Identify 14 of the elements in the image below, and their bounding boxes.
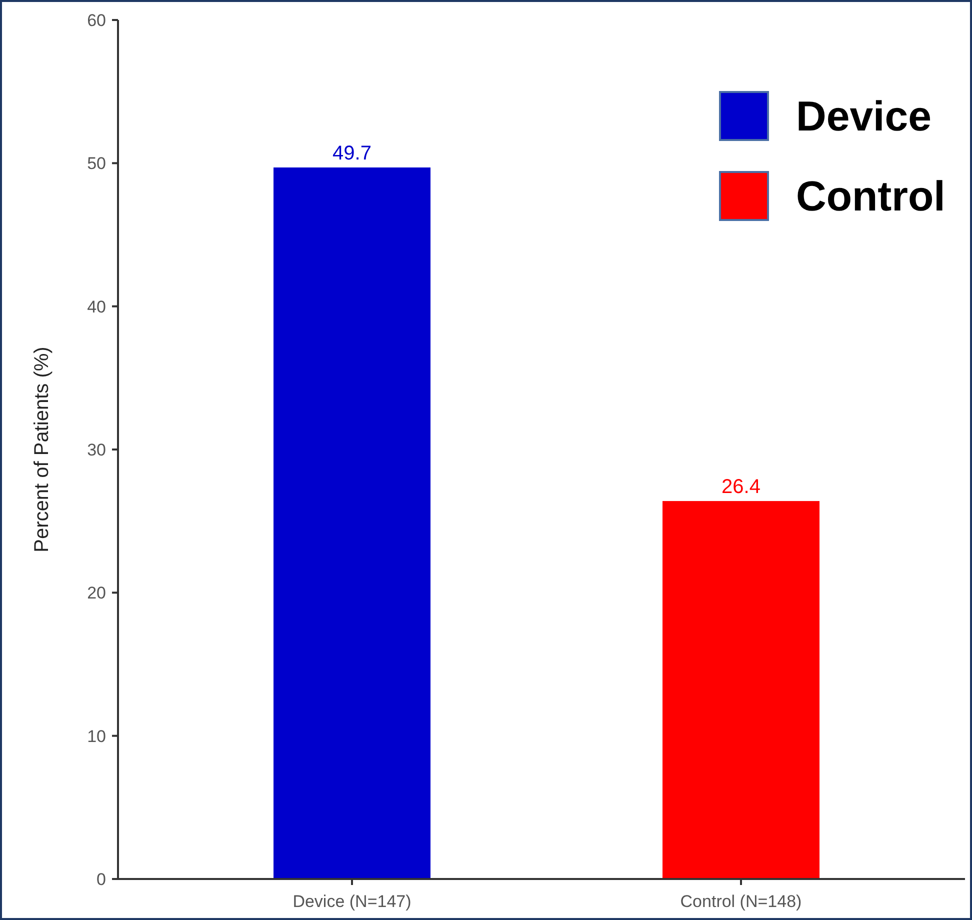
legend-label: Control: [796, 172, 946, 220]
y-tick-label: 60: [87, 10, 106, 30]
y-tick-label: 10: [87, 726, 106, 746]
x-tick-label: Device (N=147): [292, 892, 412, 911]
y-axis-title: Percent of Patients (%): [31, 346, 53, 552]
y-tick-label: 50: [87, 154, 106, 174]
y-tick-label: 40: [87, 297, 106, 316]
y-tick-label: 30: [87, 440, 106, 460]
y-tick-label: 20: [87, 584, 106, 603]
y-tick-label: 0: [96, 870, 106, 889]
data-label: 26.4: [722, 476, 760, 498]
data-label: 49.7: [332, 142, 372, 164]
legend-label: Device: [796, 92, 932, 140]
x-tick-label: Control (N=148): [680, 892, 802, 911]
